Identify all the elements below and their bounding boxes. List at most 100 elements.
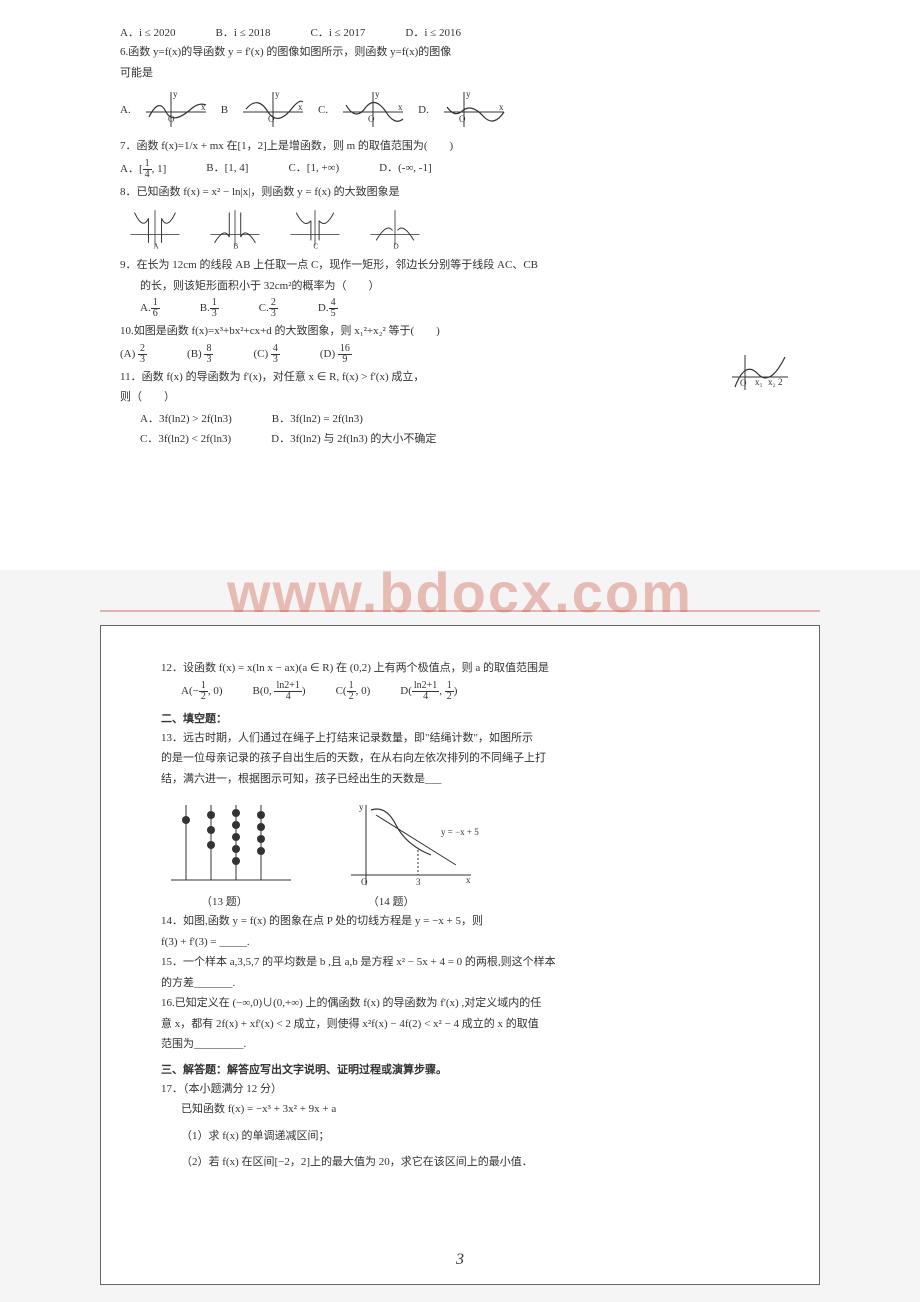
svg-text:x: x xyxy=(398,102,403,112)
q6-text: 6.函数 y=f(x)的导函数 y = f'(x) 的图像如图所示，则函数 y=… xyxy=(120,44,800,61)
q10-opt-c: (C) 43 xyxy=(253,344,279,365)
q11-opt-d: D．3f(ln2) 与 2f(ln3) 的大小不确定 xyxy=(271,430,436,446)
q11-opt-c: C．3f(ln2) < 2f(ln3) xyxy=(140,430,231,446)
q8-graph-b: B xyxy=(200,206,270,251)
q5-opt-d: D．i ≤ 2016 xyxy=(405,24,461,40)
watermark-text: www.bdocx.com xyxy=(0,560,920,625)
q8-text: 8．已知函数 f(x) = x² − ln|x|，则函数 y = f(x) 的大… xyxy=(120,184,800,201)
svg-text:D: D xyxy=(393,242,399,251)
q8-graphs: A B C D xyxy=(120,206,800,251)
q14-fig-label: （14 题） xyxy=(368,893,415,909)
q5-options: A．i ≤ 2020 B．i ≤ 2018 C．i ≤ 2017 D．i ≤ 2… xyxy=(120,24,800,40)
q9-options: A.16 B.13 C.23 D.45 xyxy=(120,298,800,319)
q14-cont: f(3) + f'(3) = _____. xyxy=(161,934,759,951)
q6-cont: 可能是 xyxy=(120,65,800,82)
q10-opt-d: (D) 169 xyxy=(320,344,352,365)
q6-graph-b: Ox y xyxy=(238,87,308,132)
q7-opt-a: A．[14, 1] xyxy=(120,159,166,180)
svg-text:3: 3 xyxy=(416,877,421,887)
q10-cubic-graph: Ox₁ x₂2 xyxy=(730,352,790,392)
q11-options-ab: A．3f(ln2) > 2f(ln3) B．3f(ln2) = 2f(ln3) xyxy=(120,410,800,426)
svg-text:x: x xyxy=(298,102,303,112)
q9-opt-b: B.13 xyxy=(200,298,219,319)
q16-l3: 范围为_________. xyxy=(161,1036,759,1053)
svg-text:y: y xyxy=(359,802,364,812)
section3-title: 三、解答题：解答应写出文字说明、证明过程或演算步骤。 xyxy=(161,1061,759,1077)
svg-text:O: O xyxy=(268,114,275,124)
q8-graph-d: D xyxy=(360,206,430,251)
q12-text: 12．设函数 f(x) = x(ln x − ax)(a ∈ R) 在 (0,2… xyxy=(161,660,759,677)
q10-opt-a: (A) 23 xyxy=(120,344,147,365)
q12-options: A(−12, 0) B(0, ln2+14) C(12, 0) D(ln2+14… xyxy=(161,681,759,702)
q10-opt-b: (B) 83 xyxy=(187,344,213,365)
q17-p2: （2）若 f(x) 在区间[−2，2]上的最大值为 20，求它在该区间上的最小值… xyxy=(161,1154,759,1171)
page-number: 3 xyxy=(456,1251,464,1269)
upper-page: A．i ≤ 2020 B．i ≤ 2018 C．i ≤ 2017 D．i ≤ 2… xyxy=(0,0,920,570)
q6-label-d: D. xyxy=(418,104,429,116)
q9-cont: 的长，则该矩形面积小于 32cm²的概率为（ ） xyxy=(120,278,800,295)
q9-opt-a: A.16 xyxy=(140,298,160,319)
svg-text:x: x xyxy=(201,102,206,112)
q7-opt-c: C．[1, +∞) xyxy=(288,159,339,180)
svg-text:B: B xyxy=(233,242,238,251)
q9-opt-d: D.45 xyxy=(318,298,338,319)
svg-text:O: O xyxy=(459,114,466,124)
svg-text:y: y xyxy=(375,89,380,99)
q15-text: 15．一个样本 a,3,5,7 的平均数是 b ,且 a,b 是方程 x² − … xyxy=(161,954,759,971)
q6-graph-d: Ox y xyxy=(439,87,509,132)
q15-cont: 的方差_______. xyxy=(161,975,759,992)
q9-opt-c: C.23 xyxy=(259,298,278,319)
section2-title: 二、填空题： xyxy=(161,710,759,726)
svg-text:O: O xyxy=(368,114,375,124)
svg-text:O: O xyxy=(740,378,747,388)
q13-q14-diagrams: y = −x + 5 O 3 x y xyxy=(161,795,759,885)
q13-knot-figure xyxy=(161,795,301,885)
q17-p1: （1）求 f(x) 的单调递减区间； xyxy=(161,1128,759,1145)
q14-text: 14．如图,函数 y = f(x) 的图象在点 P 处的切线方程是 y = −x… xyxy=(161,913,759,930)
q5-opt-b: B．i ≤ 2018 xyxy=(216,24,271,40)
q7-text: 7．函数 f(x)=1/x + mx 在[1，2]上是增函数，则 m 的取值范围… xyxy=(120,138,800,155)
svg-text:x₂: x₂ xyxy=(768,377,776,387)
q6-graph-a: Ox y xyxy=(141,87,211,132)
svg-text:O: O xyxy=(168,114,175,124)
q13-l3: 结，满六进一，根据图示可知，孩子已经出生的天数是___ xyxy=(161,771,759,788)
svg-text:x₁: x₁ xyxy=(755,377,763,387)
q16-l2: 意 x，都有 2f(x) + xf'(x) < 2 成立，则使得 x²f(x) … xyxy=(161,1016,759,1033)
q11-opt-a: A．3f(ln2) > 2f(ln3) xyxy=(140,410,232,426)
q11-opt-b: B．3f(ln2) = 2f(ln3) xyxy=(272,410,363,426)
q13-l1: 13．远古时期，人们通过在绳子上打结来记录数量，即"结绳计数"，如图所示 xyxy=(161,730,759,747)
q11-text: 11．函数 f(x) 的导函数为 f'(x)，对任意 x ∈ R, f(x) >… xyxy=(120,369,800,386)
svg-text:y: y xyxy=(275,89,280,99)
svg-text:A: A xyxy=(153,242,159,251)
q6-label-c: C. xyxy=(318,104,328,116)
q8-graph-c: C xyxy=(280,206,350,251)
q12-opt-c: C(12, 0) xyxy=(336,681,371,702)
q11-options-cd: C．3f(ln2) < 2f(ln3) D．3f(ln2) 与 2f(ln3) … xyxy=(120,430,800,446)
q6-label-a: A. xyxy=(120,104,131,116)
svg-text:x: x xyxy=(466,875,471,885)
svg-text:y: y xyxy=(173,89,178,99)
q7-options: A．[14, 1] B．[1, 4] C．[1, +∞) D．(-∞, -1] xyxy=(120,159,800,180)
q6-graphs: A. Ox y B Ox y C. Ox y D. Ox y xyxy=(120,87,800,132)
q10-options: (A) 23 (B) 83 (C) 43 (D) 169 xyxy=(120,344,800,365)
q13-fig-label: （13 题） xyxy=(201,893,248,909)
q12-opt-d: D(ln2+14, 12) xyxy=(400,681,457,702)
q17-given: 已知函数 f(x) = −x³ + 3x² + 9x + a xyxy=(161,1101,759,1118)
svg-text:C: C xyxy=(313,242,318,251)
q6-graph-c: Ox y xyxy=(338,87,408,132)
q16-text: 16.已知定义在 (−∞,0)∪(0,+∞) 上的偶函数 f(x) 的导函数为 … xyxy=(161,995,759,1012)
q12-opt-b: B(0, ln2+14) xyxy=(252,681,305,702)
q9-text: 9．在长为 12cm 的线段 AB 上任取一点 C，现作一矩形，邻边长分别等于线… xyxy=(120,257,800,274)
svg-text:y: y xyxy=(466,89,471,99)
q12-opt-a: A(−12, 0) xyxy=(181,681,222,702)
q7-opt-b: B．[1, 4] xyxy=(206,159,248,180)
svg-text:O: O xyxy=(361,877,368,887)
q11-cont: 则（ ） xyxy=(120,389,800,406)
svg-text:2: 2 xyxy=(778,377,783,387)
q17-text: 17．（本小题满分 12 分） xyxy=(161,1081,759,1098)
q6-label-b: B xyxy=(221,104,228,116)
q5-opt-a: A．i ≤ 2020 xyxy=(120,24,176,40)
q13-l2: 的是一位母亲记录的孩子自出生后的天数，在从右向左依次排列的不同绳子上打 xyxy=(161,750,759,767)
svg-text:x: x xyxy=(499,102,504,112)
q5-opt-c: C．i ≤ 2017 xyxy=(310,24,365,40)
